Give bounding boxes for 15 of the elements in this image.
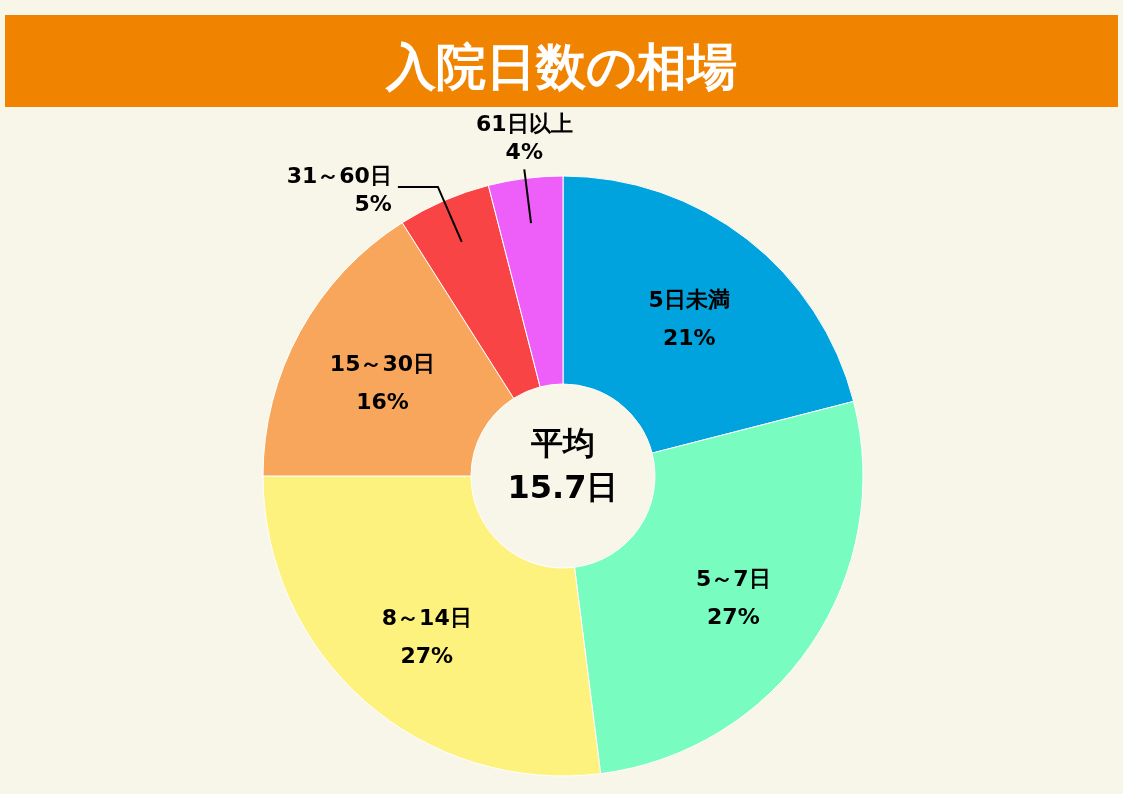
data-label: 27%: [400, 642, 454, 668]
slice-label: 5～7日: [696, 565, 771, 591]
text: 平均: [530, 424, 595, 462]
slice-label: 5日未満: [648, 287, 730, 313]
slice-label: 15～30日: [329, 350, 436, 376]
chart-title: 入院日数の相場: [385, 38, 737, 96]
slice-label: 31～60日: [286, 162, 392, 188]
data-label: 16%: [356, 388, 409, 414]
data-label: 4%: [505, 139, 543, 165]
slice-label: 8～14日: [381, 604, 472, 630]
text: 15.7日: [507, 468, 619, 506]
data-label: 21%: [662, 325, 716, 351]
data-label: 5%: [354, 190, 392, 216]
slice-label: 61日以上: [475, 111, 573, 137]
data-label: 27%: [707, 603, 760, 629]
